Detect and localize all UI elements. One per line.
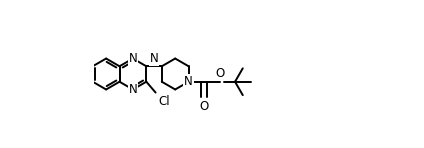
Text: N: N [128,83,137,96]
Text: N: N [128,52,137,65]
Text: O: O [215,67,224,80]
Text: N: N [184,75,193,88]
Text: N: N [150,52,159,65]
Text: Cl: Cl [159,95,170,108]
Text: H: H [150,51,158,61]
Text: O: O [199,100,209,113]
